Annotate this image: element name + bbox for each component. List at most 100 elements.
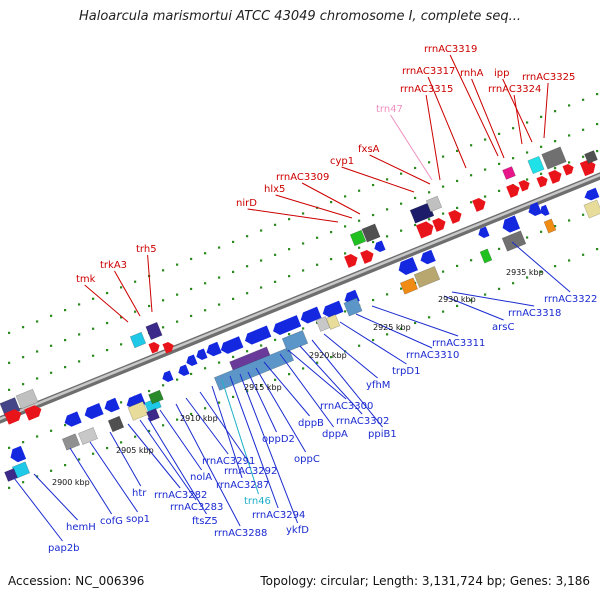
gene-feature — [325, 314, 341, 330]
tick-dot — [302, 269, 305, 272]
gene-block — [213, 347, 295, 391]
tick-dot — [64, 464, 67, 467]
gene-arrow-forward — [162, 341, 174, 354]
gene-label: rrnAC3309 — [276, 172, 329, 183]
gene-feature — [506, 183, 520, 198]
gene-arrow-reverse — [584, 187, 600, 201]
tick-dot — [470, 174, 473, 177]
tick-dot — [554, 167, 557, 170]
scale-labels: 2900 kbp 2905 kbp 2910 kbp 2915 kbp 2920 kbp… — [52, 268, 544, 487]
tick-dot — [190, 412, 193, 416]
gene-label: ftsZ5 — [192, 516, 218, 527]
leader-line — [185, 397, 229, 455]
tick-dot — [484, 195, 487, 198]
tick-dot — [50, 371, 53, 374]
gene-arrow-reverse — [220, 336, 244, 354]
tick-dot — [204, 367, 207, 370]
gene-feature — [146, 408, 160, 422]
tick-dot — [162, 299, 165, 302]
tick-dot — [246, 350, 249, 353]
tick-dot — [274, 253, 277, 256]
gene-label: trpD1 — [392, 366, 420, 377]
leader-line — [89, 441, 139, 513]
leader-line — [69, 447, 113, 515]
gene-arrow-reverse — [273, 315, 302, 335]
leader-line — [543, 82, 549, 139]
tick-dot — [596, 92, 599, 96]
tick-dot — [218, 246, 221, 249]
tick-dot — [190, 257, 193, 261]
tick-dot — [120, 441, 123, 444]
tick-dot — [484, 138, 487, 141]
tick-dot — [302, 242, 305, 245]
tick-dot — [456, 149, 459, 153]
tick-dot — [512, 157, 515, 160]
scale-label: 2900 kbp — [52, 478, 90, 487]
tick-dot — [498, 287, 501, 290]
gene-arrow-forward — [548, 169, 562, 184]
tick-dot — [64, 309, 67, 312]
gene-block — [502, 166, 516, 180]
gene-feature — [273, 315, 302, 335]
gene-feature — [540, 204, 550, 216]
tick-dot — [204, 407, 207, 410]
gene-feature — [162, 370, 174, 383]
tick-dot — [302, 367, 305, 370]
leader-line — [247, 208, 339, 223]
tick-dot — [162, 384, 165, 387]
tick-dot — [274, 378, 277, 381]
gene-label: rrnAC3292 — [224, 466, 277, 477]
tick-dot — [470, 144, 473, 147]
tick-dot — [512, 127, 515, 130]
tick-dot — [162, 424, 165, 427]
leader-line — [279, 353, 335, 428]
gene-block — [349, 229, 367, 247]
gene-feature — [579, 159, 596, 177]
gene-label: rrnAC3315 — [400, 84, 453, 95]
gene-feature — [127, 401, 149, 421]
gene-feature — [148, 341, 160, 354]
tick-dot — [148, 304, 151, 308]
tick-dot — [8, 388, 11, 391]
tick-dot — [540, 172, 543, 175]
gene-feature — [528, 202, 542, 217]
tick-dot — [358, 344, 361, 347]
tick-dot — [428, 161, 431, 164]
tick-dot — [106, 291, 109, 295]
gene-label: fxsA — [358, 144, 380, 155]
gene-label: ykfD — [286, 525, 309, 536]
leader-line — [175, 403, 241, 527]
map-title: Haloarcula marismortui ATCC 43049 chromo… — [79, 9, 521, 24]
tick-dot — [316, 236, 319, 239]
gene-arrow-reverse — [64, 411, 82, 427]
tick-dot — [148, 429, 151, 433]
tick-dot — [596, 247, 599, 251]
gene-arrow-forward — [4, 409, 22, 425]
leader-line — [513, 94, 523, 145]
gene-arrow-reverse — [322, 300, 344, 318]
tick-dot — [176, 378, 179, 381]
leader-line — [339, 321, 407, 365]
gene-label: htr — [132, 488, 147, 499]
gene-label: ppiB1 — [368, 429, 397, 440]
gene-block — [479, 248, 493, 264]
gene-block — [146, 408, 160, 422]
gene-feature — [562, 163, 574, 176]
tick-dot — [302, 212, 305, 215]
tick-dot — [386, 208, 389, 211]
tick-dot — [246, 265, 249, 268]
gene-label: oppD2 — [262, 434, 295, 445]
gene-label: nolA — [190, 472, 212, 483]
gene-arrow-reverse — [420, 249, 436, 265]
tick-dot — [442, 155, 445, 158]
tick-dot — [568, 104, 571, 107]
tick-dot — [372, 338, 375, 342]
tick-dot — [8, 331, 11, 334]
gene-feature — [343, 297, 363, 317]
gene-label: rrnAC3324 — [488, 84, 541, 95]
tick-dot — [400, 327, 403, 330]
gene-arrow-reverse — [162, 370, 174, 383]
gene-label: rrnAC3287 — [216, 480, 269, 491]
tick-dot — [372, 298, 375, 302]
